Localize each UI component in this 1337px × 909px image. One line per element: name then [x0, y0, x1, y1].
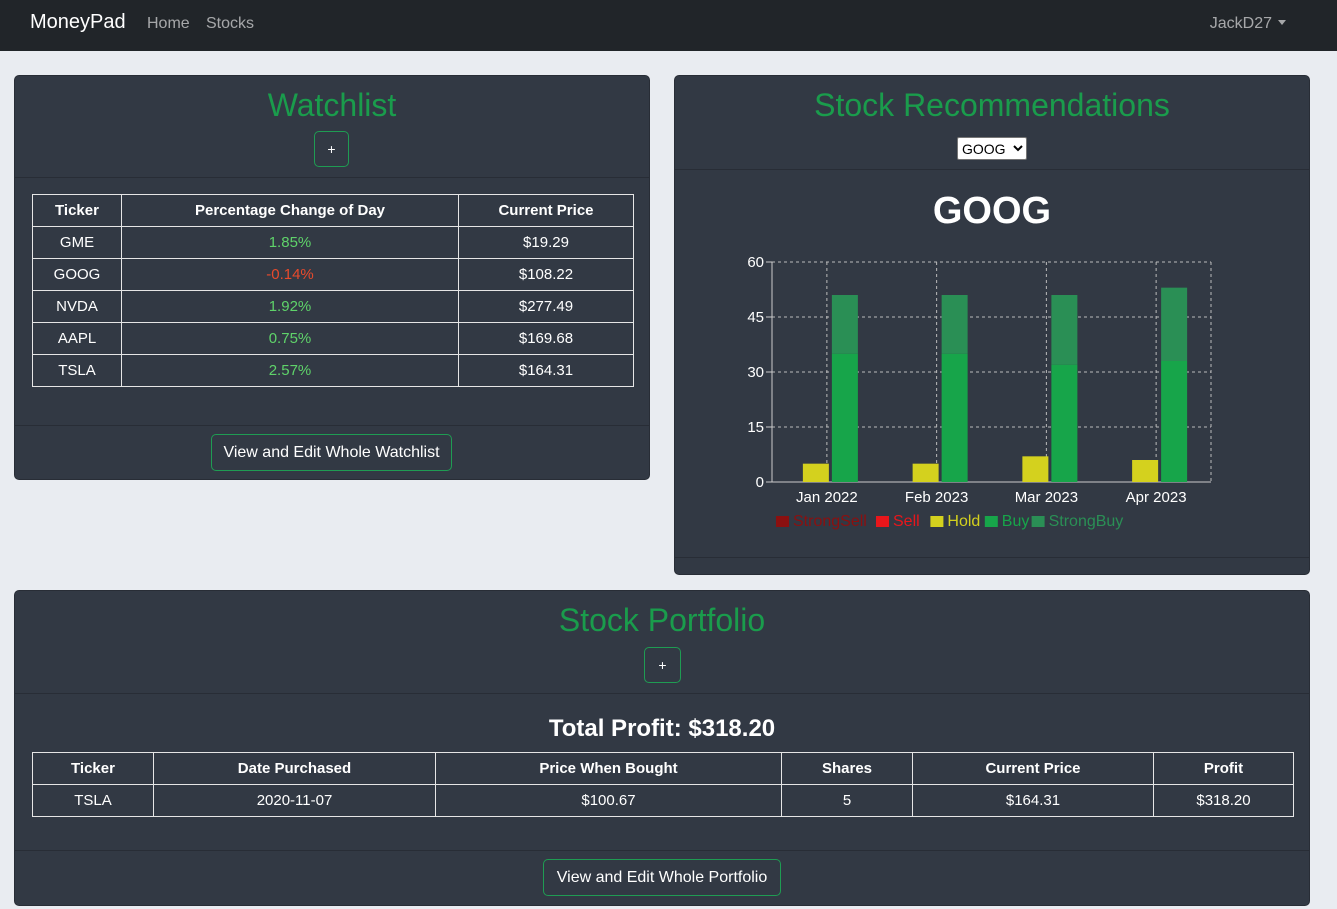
- nav-stocks-link[interactable]: Stocks: [206, 15, 255, 32]
- price-cell: $277.49: [458, 290, 634, 323]
- change-cell: 1.92%: [121, 290, 459, 323]
- legend-swatch: [984, 516, 998, 527]
- ticker-cell: TSLA: [32, 784, 154, 817]
- bar-buy: [831, 353, 858, 482]
- table-row: NVDA 1.92% $277.49: [32, 290, 634, 323]
- price-cell: $108.22: [458, 258, 634, 291]
- y-tick-label: 60: [747, 254, 764, 271]
- bar-hold: [802, 463, 829, 482]
- portfolio-footer: View and Edit Whole Portfolio: [15, 850, 1309, 907]
- caret-down-icon: [1278, 20, 1286, 25]
- table-header-row: Ticker Percentage Change of Day Current …: [32, 194, 634, 227]
- change-cell: 2.57%: [121, 354, 459, 387]
- watchlist-header: Watchlist +: [15, 76, 649, 178]
- legend-swatch: [1031, 516, 1045, 527]
- ticker-select[interactable]: GOOG: [957, 137, 1027, 160]
- y-tick-label: 0: [756, 474, 764, 491]
- portfolio-table: Ticker Date Purchased Price When Bought …: [32, 752, 1294, 817]
- bar-buy: [941, 353, 968, 482]
- legend-label: Hold: [947, 513, 980, 530]
- bar-strongbuy: [941, 295, 968, 354]
- legend-swatch: [930, 516, 944, 527]
- x-tick-label: Jan 2022: [796, 489, 858, 506]
- add-watchlist-button[interactable]: +: [314, 131, 349, 167]
- legend-swatch: [776, 516, 789, 527]
- watchlist-card: Watchlist + Ticker Percentage Change of …: [14, 75, 650, 480]
- total-profit: Total Profit: $318.20: [548, 715, 776, 742]
- watchlist-table: Ticker Percentage Change of Day Current …: [32, 194, 634, 387]
- table-header-row: Ticker Date Purchased Price When Bought …: [32, 752, 1294, 785]
- ticker-cell: GME: [32, 226, 122, 259]
- price-cell: $164.31: [458, 354, 634, 387]
- ticker-cell: GOOG: [32, 258, 122, 291]
- recommendations-footer: [675, 557, 1309, 576]
- ticker-cell: TSLA: [32, 354, 122, 387]
- column-header: Shares: [781, 752, 913, 785]
- table-row: TSLA 2020-11-07 $100.67 5 $164.31 $318.2…: [32, 784, 1294, 817]
- bar-buy: [1161, 361, 1188, 482]
- bar-hold: [1022, 456, 1049, 482]
- x-tick-label: Mar 2023: [1015, 489, 1078, 506]
- x-tick-label: Apr 2023: [1126, 489, 1187, 506]
- legend-label: Sell: [893, 513, 920, 530]
- table-row: GME 1.85% $19.29: [32, 226, 634, 259]
- recommendations-card: Stock Recommendations GOOG GOOG 0 15 30 45 6…: [674, 75, 1310, 575]
- price-cell: $19.29: [458, 226, 634, 259]
- column-header: Ticker: [32, 752, 154, 785]
- table-row: AAPL 0.75% $169.68: [32, 322, 634, 355]
- profit-cell: $318.20: [1153, 784, 1294, 817]
- x-tick-label: Feb 2023: [905, 489, 968, 506]
- column-header: Current Price: [912, 752, 1154, 785]
- change-cell: 1.85%: [121, 226, 459, 259]
- column-header: Date Purchased: [153, 752, 436, 785]
- column-header: Price When Bought: [435, 752, 782, 785]
- shares-cell: 5: [781, 784, 913, 817]
- current-price-cell: $164.31: [912, 784, 1154, 817]
- y-tick-label: 30: [747, 364, 764, 381]
- recommendations-title: Stock Recommendations: [814, 87, 1170, 123]
- bought-price-cell: $100.67: [435, 784, 782, 817]
- y-tick-label: 45: [747, 309, 764, 326]
- brand-logo[interactable]: MoneyPad: [30, 11, 126, 33]
- user-menu-dropdown[interactable]: JackD27: [1210, 15, 1286, 33]
- username: JackD27: [1209, 15, 1272, 32]
- bar-hold: [1132, 460, 1159, 482]
- bar-strongbuy: [1051, 295, 1078, 365]
- portfolio-title: Stock Portfolio: [558, 602, 766, 638]
- y-tick-label: 15: [747, 419, 764, 436]
- bar-buy: [1051, 364, 1078, 482]
- bar-strongbuy: [831, 295, 858, 354]
- view-edit-watchlist-button[interactable]: View and Edit Whole Watchlist: [211, 434, 452, 471]
- change-cell: -0.14%: [121, 258, 459, 291]
- watchlist-footer: View and Edit Whole Watchlist: [15, 425, 649, 481]
- date-cell: 2020-11-07: [153, 784, 436, 817]
- ticker-cell: NVDA: [32, 290, 122, 323]
- legend-label: Buy: [1002, 513, 1030, 530]
- price-cell: $169.68: [458, 322, 634, 355]
- legend-label: StrongSell: [793, 513, 867, 530]
- column-header: Current Price: [458, 194, 634, 227]
- bar-hold: [912, 463, 939, 482]
- chart-title: GOOG: [932, 190, 1052, 232]
- legend-swatch: [876, 516, 889, 527]
- ticker-cell: AAPL: [32, 322, 122, 355]
- table-row: TSLA 2.57% $164.31: [32, 354, 634, 387]
- watchlist-title: Watchlist: [267, 87, 397, 123]
- portfolio-header: Stock Portfolio +: [15, 591, 1309, 694]
- legend-label: StrongBuy: [1049, 513, 1124, 530]
- change-cell: 0.75%: [121, 322, 459, 355]
- bar-strongbuy: [1161, 287, 1188, 361]
- column-header: Percentage Change of Day: [121, 194, 459, 227]
- recommendations-header: Stock Recommendations GOOG: [675, 76, 1309, 170]
- top-navbar: MoneyPad Home Stocks JackD27: [0, 0, 1337, 51]
- nav-home-link[interactable]: Home: [147, 15, 190, 32]
- column-header: Profit: [1153, 752, 1294, 785]
- view-edit-portfolio-button[interactable]: View and Edit Whole Portfolio: [543, 859, 781, 896]
- portfolio-card: Stock Portfolio + Total Profit: $318.20 …: [14, 590, 1310, 906]
- recommendation-chart: 0 15 30 45 60 Jan 2022 Feb 2023 Mar 2023 Apr 202…: [747, 254, 1212, 530]
- table-row: GOOG -0.14% $108.22: [32, 258, 634, 291]
- add-portfolio-button[interactable]: +: [644, 647, 681, 683]
- column-header: Ticker: [32, 194, 122, 227]
